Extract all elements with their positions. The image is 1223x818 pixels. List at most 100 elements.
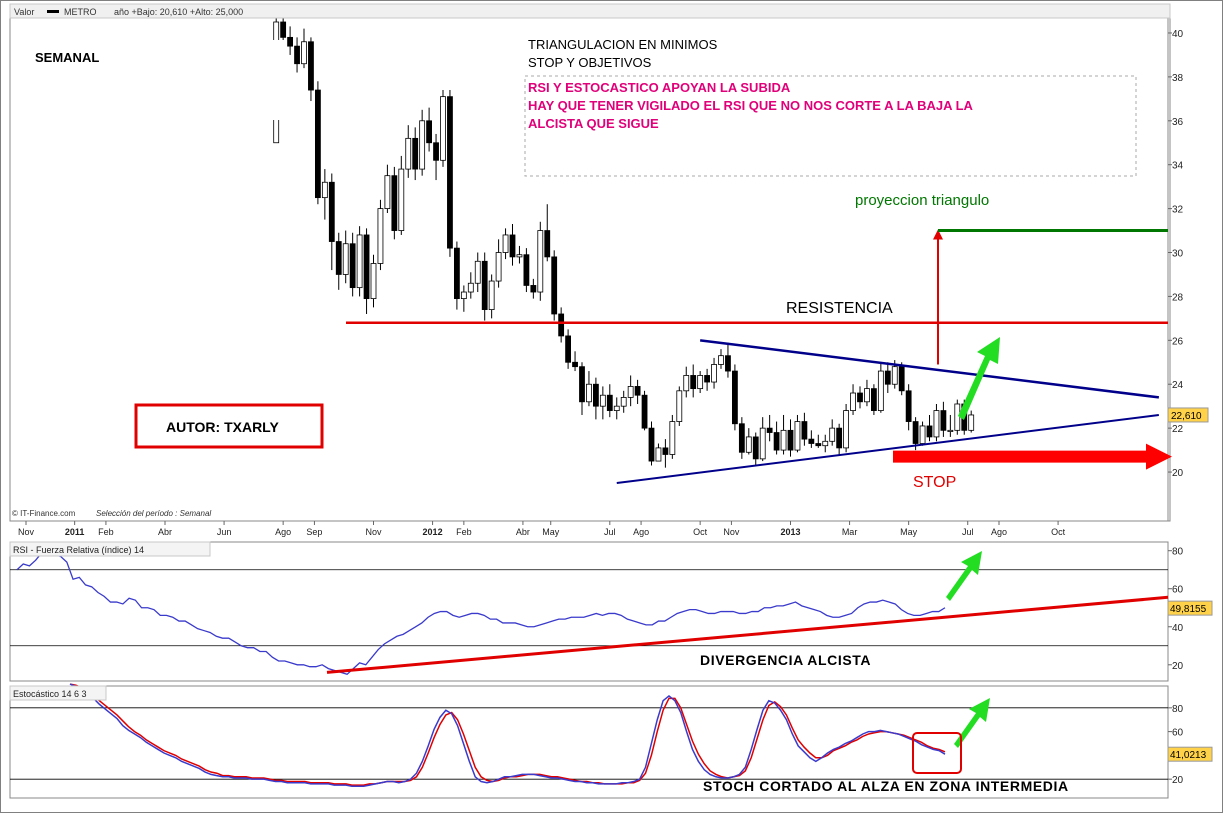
author-label: AUTOR: TXARLY (166, 419, 279, 435)
candle-body (579, 366, 585, 403)
candle-body (697, 375, 704, 390)
resistance-label: RESISTENCIA (786, 300, 893, 317)
rsi-last-tag (1167, 600, 1213, 616)
time-tick-label: Abr (516, 527, 530, 537)
candle-body (843, 410, 849, 449)
candle-body (836, 427, 843, 449)
candle-body (968, 414, 975, 431)
time-tick-label: 2013 (780, 527, 800, 537)
stoch-series: 41,0213 (69, 683, 1213, 788)
candle-body (287, 36, 294, 47)
candle-body (370, 263, 377, 300)
triangle-upper-line (699, 339, 1160, 399)
candle-body (440, 96, 446, 161)
time-tick-label: Ago (275, 527, 291, 537)
candle-body (467, 282, 474, 293)
stoch-tick-label: 80 (1172, 704, 1184, 715)
candle-body (787, 429, 794, 451)
price-tick-label: 36 (1172, 117, 1184, 128)
candle-body (752, 436, 759, 460)
time-tick-label: Nov (365, 527, 382, 537)
candle-body (328, 181, 335, 242)
candle-body (516, 254, 523, 258)
candle-body (634, 386, 641, 396)
candle-body (377, 208, 384, 264)
time-tick-label: Ago (991, 527, 1007, 537)
rsi-last-value: 49,8155 (1170, 604, 1207, 615)
candle-body (732, 370, 738, 425)
price-tick-label: 26 (1172, 336, 1184, 347)
candle-body (460, 291, 467, 300)
rsi-header (9, 541, 211, 557)
candle-body (884, 370, 891, 385)
breakout-up-arrow (958, 337, 1000, 420)
stop-arrow (893, 443, 1172, 470)
candle-body (648, 427, 655, 462)
candle-body (745, 436, 752, 453)
candle-body (488, 280, 495, 310)
candle-body (502, 234, 509, 253)
time-tick-label: Nov (18, 527, 35, 537)
stoch-last-tag (1167, 746, 1213, 762)
time-tick-label: Feb (98, 527, 114, 537)
candle-body (801, 421, 808, 440)
candle-body (613, 405, 620, 411)
stoch-header (9, 685, 107, 701)
candle-body (308, 41, 314, 91)
projection-arrow-head (933, 229, 943, 240)
candle-body (294, 45, 300, 65)
candle-body (905, 390, 912, 422)
candle-body (356, 234, 363, 289)
candle-body (877, 370, 884, 411)
candle-body (850, 392, 856, 411)
candle-body (766, 427, 773, 433)
candle-body (363, 234, 370, 300)
last-price-tag (1167, 407, 1209, 423)
time-tick-label: Feb (456, 527, 472, 537)
candle-body (933, 410, 940, 438)
stoch-k-line (69, 683, 946, 788)
candle-body (738, 423, 745, 453)
stoch-tick-label: 20 (1172, 775, 1184, 786)
candle-body (419, 120, 426, 170)
candle-body (704, 375, 710, 383)
stoch-cross-highlight (912, 732, 962, 774)
rsi-series: 49,8155 (16, 549, 1213, 676)
last-price-value: 22,610 (1171, 411, 1202, 422)
candle-body (780, 429, 787, 451)
candle-body (864, 388, 870, 403)
candle-body (606, 394, 613, 411)
candle-body (453, 247, 460, 300)
timeframe-label: SEMANAL (35, 50, 99, 65)
rsi-panel: 20 40 60 80 49,8155 RSI - Fuerza Relativa (… (9, 541, 1213, 682)
price-header-bar (9, 3, 1171, 19)
candle-body (655, 447, 662, 462)
note-line-2: HAY QUE TENER VIGILADO EL RSI QUE NO NOS… (528, 98, 974, 113)
candle-body (572, 361, 578, 368)
series-swatch (47, 10, 59, 13)
time-tick-label: Mar (842, 527, 858, 537)
candle-body (620, 397, 627, 407)
price-tick-label: 28 (1172, 292, 1184, 303)
candle-body (926, 425, 933, 438)
timeframe-box (15, 40, 287, 120)
footer-period: Selección del período : Semanal (96, 509, 211, 518)
rsi-note: DIVERGENCIA ALCISTA (700, 652, 871, 668)
time-tick-label: May (900, 527, 918, 537)
candle-body (342, 243, 349, 275)
candle-body (474, 260, 481, 284)
candle-body (405, 137, 412, 170)
rsi-tick-label: 80 (1172, 547, 1184, 558)
candle-body (829, 427, 836, 442)
time-tick-label: Nov (723, 527, 740, 537)
candle-body (690, 375, 697, 390)
stoch-up-arrow (954, 698, 990, 748)
time-tick-label: Sep (306, 527, 322, 537)
price-tick-label: 30 (1172, 249, 1184, 260)
note-line-1: RSI Y ESTOCASTICO APOYAN LA SUBIDA (528, 80, 791, 95)
candle-body (808, 438, 815, 444)
time-tick-label: May (542, 527, 560, 537)
